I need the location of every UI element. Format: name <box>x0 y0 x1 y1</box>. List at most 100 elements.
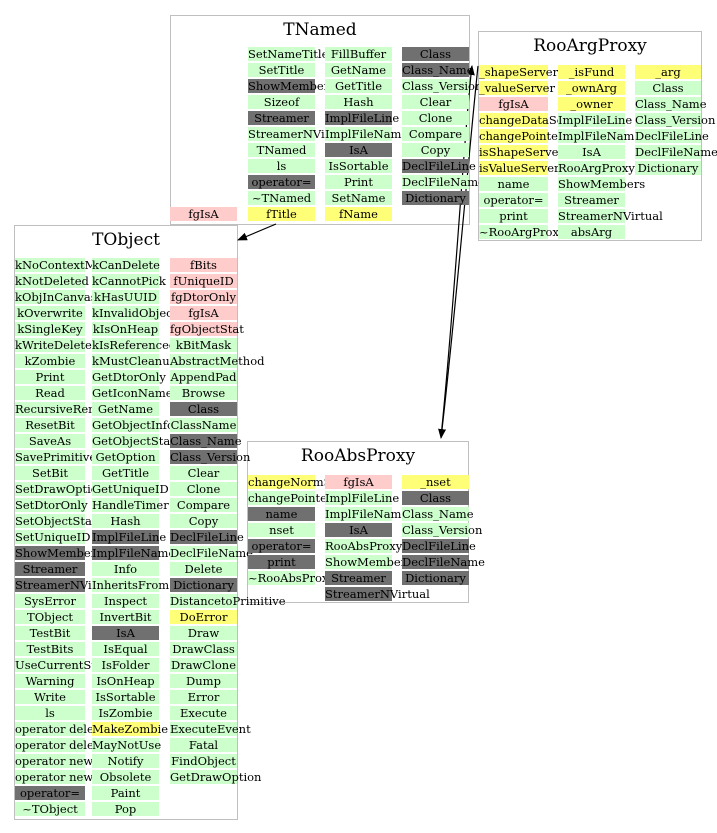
tobject-member-cell: ExecuteEvent <box>170 722 251 736</box>
rooargproxy-member-cell: _isFund <box>558 65 625 79</box>
tnamed-member-cell: Clone <box>402 111 469 125</box>
rooabsproxy-member-cell: ImplFileName <box>325 507 409 521</box>
tnamed-member-cell: ImplFileName <box>325 127 409 141</box>
tobject-member-cell: kIsReferenced <box>92 338 177 352</box>
class-title-tnamed: TNamed <box>283 20 357 40</box>
tobject-member-cell: Notify <box>92 754 159 768</box>
tobject-member-cell: operator new[] <box>15 770 103 784</box>
rooabsproxy-member-cell: DeclFileLine <box>402 539 476 553</box>
tobject-member-cell: SetUniqueID <box>15 530 91 544</box>
tnamed-member-cell: FillBuffer <box>325 47 392 61</box>
tobject-member-cell: IsOnHeap <box>92 674 159 688</box>
tobject-member-cell: TestBit <box>15 626 85 640</box>
tobject-member-cell: MayNotUse <box>92 738 162 752</box>
rooabsproxy-member-cell: IsA <box>325 523 392 537</box>
tobject-member-cell: fUniqueID <box>170 274 237 288</box>
tobject-member-cell: operator= <box>15 786 85 800</box>
tobject-member-cell: DistancetoPrimitive <box>170 594 286 608</box>
tobject-member-cell: kHasUUID <box>92 290 159 304</box>
tnamed-member-cell: ~TNamed <box>248 191 315 205</box>
tobject-member-cell: UseCurrentStyle <box>15 658 113 672</box>
tobject-member-cell: kNotDeleted <box>15 274 89 288</box>
tnamed-member-cell: Print <box>325 175 392 189</box>
rooargproxy-member-cell: ShowMembers <box>558 177 646 191</box>
tobject-member-cell: SaveAs <box>15 434 85 448</box>
rooargproxy-member-cell: RooArgProxy <box>558 161 635 175</box>
tnamed-member-cell: Class_Name <box>402 63 474 77</box>
rooargproxy-member-cell: fgIsA <box>479 97 548 111</box>
tobject-member-cell: SetObjectStat <box>15 514 97 528</box>
tnamed-member-cell: IsA <box>325 143 392 157</box>
rooargproxy-member-cell: ImplFileName <box>558 129 642 143</box>
tobject-member-cell: kSingleKey <box>15 322 85 336</box>
tnamed-member-cell: Compare <box>402 127 469 141</box>
tobject-member-cell: Dump <box>170 674 237 688</box>
tobject-member-cell: Delete <box>170 562 237 576</box>
rooargproxy-member-cell: IsA <box>558 145 625 159</box>
tobject-member-cell: GetDtorOnly <box>92 370 166 384</box>
tobject-member-cell: SetDtorOnly <box>15 498 88 512</box>
rooargproxy-member-cell: print <box>479 209 548 223</box>
tnamed-member-cell: Hash <box>325 95 392 109</box>
tobject-member-cell: SysError <box>15 594 85 608</box>
rooargproxy-member-cell: name <box>479 177 548 191</box>
tobject-member-cell: IsSortable <box>92 690 159 704</box>
tnamed-member-cell: Class_Version <box>402 79 483 93</box>
tobject-member-cell: fBits <box>170 258 237 272</box>
tobject-member-cell: ResetBit <box>15 418 85 432</box>
tobject-member-cell: Paint <box>92 786 159 800</box>
tobject-member-cell: Error <box>170 690 237 704</box>
tobject-member-cell: ShowMembers <box>15 546 103 560</box>
tobject-member-cell: Browse <box>170 386 237 400</box>
tobject-member-cell: Hash <box>92 514 159 528</box>
tobject-member-cell: Write <box>15 690 85 704</box>
rooargproxy-member-cell: Dictionary <box>635 161 701 175</box>
rooabsproxy-member-cell: Class_Name <box>402 507 474 521</box>
tobject-member-cell: FindObject <box>170 754 237 768</box>
tobject-member-cell: ClassName <box>170 418 237 432</box>
tnamed-member-cell: SetName <box>325 191 392 205</box>
rooabsproxy-member-cell: StreamerNVirtual <box>325 587 430 601</box>
tnamed-member-cell: IsSortable <box>325 159 392 173</box>
tobject-member-cell: operator delete <box>15 722 106 736</box>
rooargproxy-member-cell: Class_Version <box>635 113 716 127</box>
tobject-member-cell: GetDrawOption <box>170 770 262 784</box>
tnamed-member-cell: Copy <box>402 143 469 157</box>
tobject-member-cell: Inspect <box>92 594 159 608</box>
tobject-member-cell: kWriteDelete <box>15 338 92 352</box>
tobject-member-cell: Class_Version <box>170 450 251 464</box>
rooabsproxy-member-cell: DeclFileName <box>402 555 485 569</box>
rooargproxy-member-cell: _valueServer <box>479 81 555 95</box>
tobject-member-cell: IsA <box>92 626 159 640</box>
tobject-member-cell: operator delete[] <box>15 738 115 752</box>
tnamed-member-cell: Sizeof <box>248 95 315 109</box>
rooabsproxy-member-cell: Streamer <box>325 571 392 585</box>
tobject-member-cell: kInvalidObject <box>92 306 178 320</box>
rooabsproxy-member-cell: Dictionary <box>402 571 469 585</box>
tobject-member-cell: ~TObject <box>15 802 85 816</box>
tobject-member-cell: fgDtorOnly <box>170 290 237 304</box>
tnamed-member-cell: fTitle <box>248 207 315 221</box>
rooabsproxy-member-cell: RooAbsProxy <box>325 539 403 553</box>
tobject-member-cell: SetDrawOption <box>15 482 106 496</box>
tnamed-member-cell: Class <box>402 47 469 61</box>
rooabsproxy-member-cell: changeNormSet <box>248 475 343 489</box>
tobject-member-cell: kCanDelete <box>92 258 160 272</box>
tnamed-member-cell: DeclFileName <box>402 175 485 189</box>
tobject-member-cell: Draw <box>170 626 237 640</box>
rooargproxy-member-cell: isValueServer <box>479 161 560 175</box>
rooabsproxy-member-cell: print <box>248 555 315 569</box>
rooargproxy-member-cell: _shapeServer <box>479 65 559 79</box>
tobject-member-cell: StreamerNVirtual <box>15 578 120 592</box>
rooargproxy-member-cell: DeclFileLine <box>635 129 709 143</box>
tobject-member-cell: kCannotPick <box>92 274 166 288</box>
tobject-member-cell: AppendPad <box>170 370 237 384</box>
rooargproxy-member-cell: changePointer <box>479 129 564 143</box>
tobject-member-cell: GetObjectStat <box>92 434 175 448</box>
rooabsproxy-member-cell: Class_Version <box>402 523 483 537</box>
tnamed-member-cell: Dictionary <box>402 191 469 205</box>
tnamed-member-cell: fgIsA <box>170 207 237 221</box>
rooabsproxy-member-cell: ~RooAbsProxy <box>248 571 335 585</box>
tnamed-member-cell: operator= <box>248 175 315 189</box>
